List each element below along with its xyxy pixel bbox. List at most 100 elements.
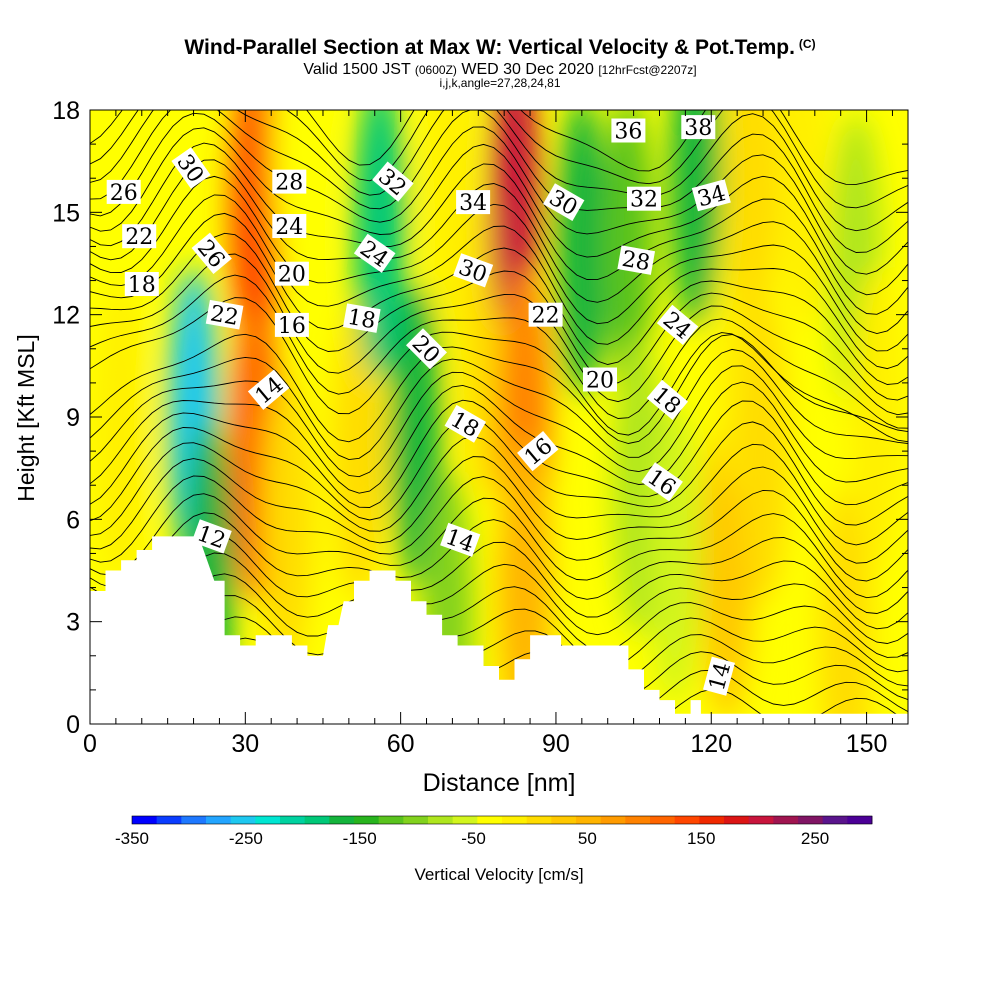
contour-label-text: 20	[586, 369, 614, 394]
colorbar-swatch-9	[354, 816, 380, 824]
contour-label-14: 20	[274, 261, 309, 288]
colorbar-swatch-6	[280, 816, 306, 824]
contour-label-17: 28	[617, 245, 656, 276]
velocity-feature-22	[726, 110, 779, 329]
velocity-feature-0	[95, 284, 148, 585]
contour-label-11: 32	[627, 186, 661, 213]
y-tick-label: 12	[52, 302, 80, 330]
y-tick-label: 3	[66, 609, 80, 637]
contour-label-8: 24	[272, 214, 307, 240]
subtitle-valid: Valid 1500 JST	[303, 61, 411, 78]
colorbar-tick-label: -250	[229, 829, 263, 848]
y-tick-label: 0	[66, 711, 80, 739]
contour-label-2: 28	[272, 169, 307, 196]
y-axis-label: Height [Kft MSL]	[13, 334, 39, 501]
colorbar-swatch-17	[551, 816, 577, 824]
isentrope-line-28	[90, 127, 908, 296]
colorbar-label: Vertical Velocity [cm/s]	[414, 865, 583, 884]
colorbar-swatch-16	[526, 816, 552, 824]
colorbar-swatch-14	[477, 816, 503, 824]
colorbar-swatch-7	[304, 816, 330, 824]
x-tick-label: 30	[231, 730, 259, 758]
contour-label-text: 34	[459, 191, 487, 216]
terrain	[90, 536, 908, 724]
contour-label-text: 24	[275, 215, 303, 240]
isentrope-line-5	[90, 573, 908, 658]
isentrope-line-6	[90, 552, 908, 644]
colorbar-swatch-4	[230, 816, 256, 824]
velocity-feature-27	[271, 110, 324, 295]
contour-label-4: 36	[611, 118, 646, 145]
colorbar-tick-label: -50	[461, 829, 486, 848]
colorbar-swatch-13	[452, 816, 478, 824]
colorbar-swatch-0	[132, 816, 158, 824]
isentrope-line-17	[90, 348, 908, 461]
contour-label-text: 20	[278, 263, 306, 288]
velocity-feature-21	[737, 301, 790, 602]
contour-label-text: 28	[275, 171, 303, 196]
y-tick-label: 15	[52, 199, 80, 227]
colorbar-swatch-28	[822, 816, 848, 824]
colorbar-swatch-23	[699, 816, 725, 824]
colorbar-swatch-18	[576, 816, 602, 824]
contour-label-20: 18	[342, 303, 381, 334]
y-tick-label: 9	[66, 404, 80, 432]
contour-label-0: 26	[106, 179, 141, 206]
colorbar-tick-label: 150	[687, 829, 715, 848]
contour-label-24: 20	[583, 367, 617, 394]
chart-title: Wind-Parallel Section at Max W: Vertical…	[0, 36, 1000, 60]
contour-label-13: 18	[124, 272, 159, 298]
colorbar-swatch-22	[674, 816, 700, 824]
isentrope-line-31	[90, 110, 908, 232]
contour-label-text: 18	[346, 305, 378, 334]
colorbar-swatch-11	[403, 816, 429, 824]
grid-note: i,j,k,angle=27,28,24,81	[439, 76, 561, 90]
contour-label-text: 16	[278, 314, 306, 339]
isentrope-line-15	[90, 381, 908, 494]
colorbar-tick-label: 250	[801, 829, 829, 848]
contour-label-text: 28	[620, 247, 652, 276]
isentrope-line-3	[90, 616, 908, 687]
colorbar-swatch-21	[650, 816, 676, 824]
contour-label-text: 26	[110, 181, 138, 206]
colorbar-swatch-10	[378, 816, 404, 824]
isentrope-line-14	[90, 399, 908, 508]
colorbar-swatch-20	[625, 816, 651, 824]
subtitle-date: WED 30 Dec 2020	[461, 61, 594, 78]
contour-label-text: 22	[125, 225, 153, 250]
title-mark: (C)	[798, 37, 816, 51]
x-axis-label: Distance [nm]	[423, 769, 576, 797]
colorbar-swatch-12	[428, 816, 454, 824]
colorbar-swatch-24	[724, 816, 750, 824]
velocity-feature-18	[669, 110, 722, 329]
colorbar-swatch-19	[600, 816, 626, 824]
contour-label-9: 34	[456, 190, 491, 216]
colorbar-tick-label: -350	[115, 829, 149, 848]
isentrope-line-23	[90, 212, 908, 385]
isentrope-line-12	[90, 436, 908, 546]
y-tick-label: 6	[66, 506, 80, 534]
isentrope-line-4	[90, 595, 908, 673]
velocity-feature-5	[260, 369, 313, 670]
isentrope-line-18	[90, 333, 908, 444]
contour-label-19: 16	[274, 312, 309, 339]
contour-label-text: 22	[532, 304, 560, 329]
isentrope-line-19	[90, 297, 908, 443]
velocity-feature-17	[649, 403, 702, 704]
subtitle-forecast: [12hrFcst@2207z]	[598, 63, 697, 77]
contour-label-30: 12	[191, 519, 232, 554]
isentrope-line-29	[90, 112, 908, 275]
x-tick-label: 0	[83, 730, 97, 758]
contour-label-21: 22	[528, 302, 563, 329]
isentrope-line-16	[90, 365, 908, 478]
contour-label-18: 22	[205, 299, 244, 331]
colorbar: -350 -250 -150 -50 50 150 250	[115, 815, 873, 848]
chart-subtitle: Valid 1500 JST (0600Z) WED 30 Dec 2020 […	[0, 61, 1000, 79]
contour-label-text: 22	[208, 301, 240, 330]
isentrope-line-30	[90, 110, 908, 253]
colorbar-swatch-5	[255, 816, 281, 824]
contour-label-text: 36	[614, 120, 642, 145]
